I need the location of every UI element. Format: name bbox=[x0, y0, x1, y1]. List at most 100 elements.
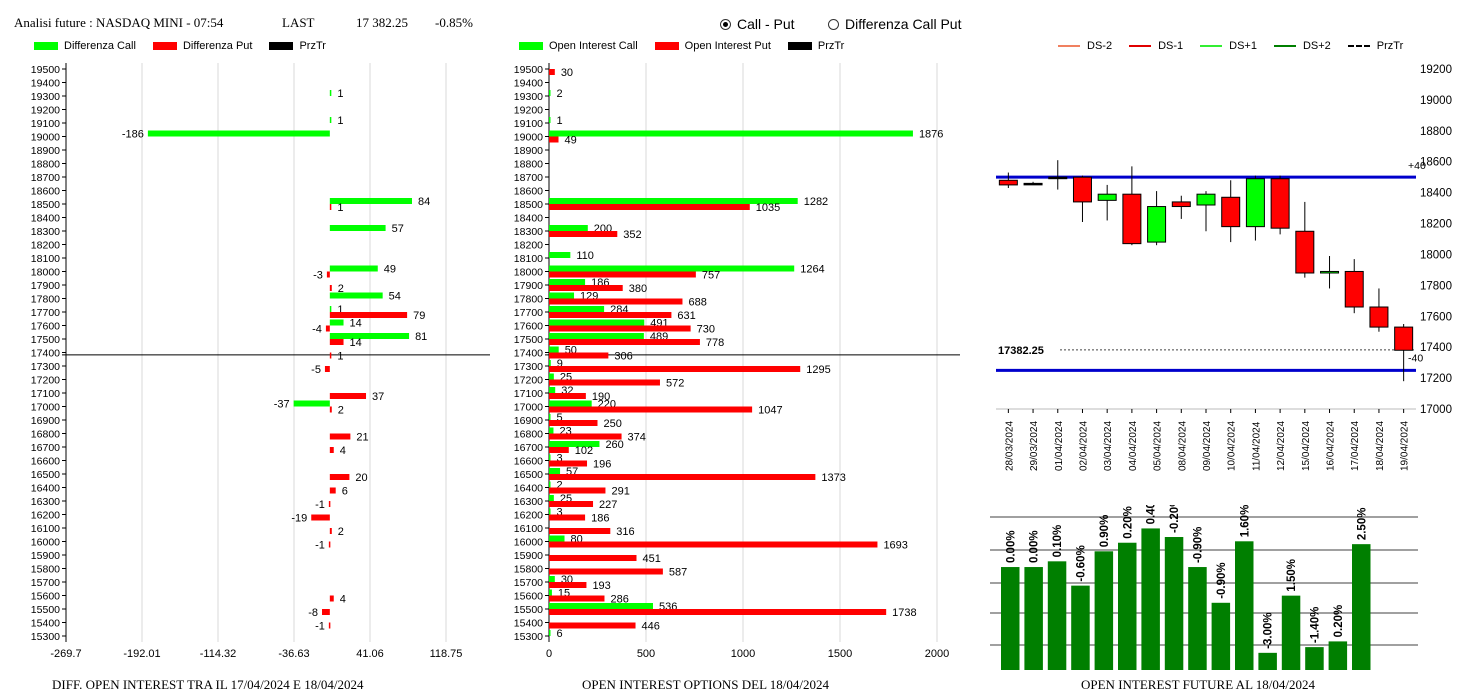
x-tick-label: 0 bbox=[546, 648, 552, 660]
call-bar bbox=[549, 414, 551, 420]
put-value-label: 451 bbox=[642, 553, 660, 565]
put-bar bbox=[549, 474, 816, 480]
put-bar bbox=[329, 528, 332, 534]
change-percent: -0.85% bbox=[435, 15, 473, 30]
y-tick-label: 18200 bbox=[514, 240, 543, 252]
put-bar bbox=[549, 136, 559, 143]
put-bar bbox=[549, 339, 700, 345]
candle-chart: 19200 19000 18800 18600 18400 18200 18000 17800… bbox=[996, 64, 1452, 471]
legend-label: PrzTr bbox=[817, 40, 845, 52]
put-bar bbox=[549, 325, 691, 332]
put-value-label: 778 bbox=[706, 337, 724, 349]
call-bar bbox=[329, 306, 332, 312]
y-tick-label: 17600 bbox=[1420, 311, 1452, 323]
call-value-label: 1 bbox=[337, 88, 343, 100]
call-bar bbox=[293, 400, 330, 407]
call-bar bbox=[549, 468, 561, 474]
call-value-label: 1 bbox=[337, 304, 343, 316]
y-tick-label: 19300 bbox=[31, 91, 60, 103]
future-bar-label: -3.00% bbox=[1263, 612, 1275, 648]
put-bar bbox=[324, 366, 330, 372]
put-bar bbox=[549, 582, 587, 588]
radio-call-put[interactable]: Call - Put bbox=[720, 16, 795, 32]
put-value-label: 316 bbox=[616, 526, 634, 538]
call-bar bbox=[549, 373, 554, 380]
legend-swatch-green bbox=[519, 42, 543, 50]
call-bar bbox=[549, 198, 798, 204]
app-title: Analisi future : NASDAQ MINI - 07:54 bbox=[14, 15, 224, 30]
call-bar bbox=[549, 279, 586, 285]
put-bar bbox=[549, 568, 663, 575]
y-tick-label: 17000 bbox=[514, 402, 543, 414]
y-tick-label: 18000 bbox=[1420, 249, 1452, 261]
y-tick-label: 18800 bbox=[1420, 126, 1452, 138]
call-value-label: 54 bbox=[389, 291, 401, 303]
put-value-label: 572 bbox=[666, 378, 684, 390]
put-bar bbox=[549, 204, 750, 210]
y-tick-label: 18600 bbox=[514, 186, 543, 198]
y-tick-label: 15900 bbox=[31, 550, 60, 562]
last-value: 17 382.25 bbox=[356, 15, 408, 30]
candle-body bbox=[1122, 193, 1142, 245]
y-tick-label: 16200 bbox=[31, 510, 60, 522]
legend-label: Differenza Call bbox=[64, 40, 136, 52]
candle-body bbox=[1097, 193, 1117, 201]
call-bar bbox=[329, 90, 332, 96]
put-bar bbox=[329, 487, 336, 494]
future-bar bbox=[1118, 542, 1137, 670]
y-tick-label: 18100 bbox=[31, 253, 60, 265]
put-value-label: 79 bbox=[413, 310, 425, 322]
legend-swatch-black bbox=[787, 42, 812, 50]
put-bar bbox=[329, 393, 367, 399]
put-value-label: -1 bbox=[315, 540, 325, 552]
put-value-label: 446 bbox=[642, 621, 660, 633]
y-tick-label: 16500 bbox=[31, 469, 60, 481]
future-bar-label: 0.20% bbox=[1122, 506, 1134, 539]
y-tick-label: 15300 bbox=[31, 631, 60, 643]
call-value-label: 57 bbox=[392, 223, 404, 235]
y-tick-label: 18300 bbox=[514, 226, 543, 238]
call-value-label: 14 bbox=[350, 318, 362, 330]
y-tick-label: 17000 bbox=[1420, 404, 1452, 416]
y-tick-label: 17500 bbox=[514, 334, 543, 346]
put-bar bbox=[322, 609, 330, 615]
put-value-label: 587 bbox=[669, 567, 687, 579]
put-value-label: 1693 bbox=[883, 540, 907, 552]
legend-line bbox=[1347, 45, 1370, 47]
put-bar bbox=[328, 622, 331, 629]
future-bar bbox=[1141, 528, 1160, 670]
put-bar bbox=[549, 420, 598, 426]
radio-differenza[interactable]: Differenza Call Put bbox=[828, 16, 961, 32]
future-bar bbox=[1352, 544, 1371, 670]
y-tick-label: 19500 bbox=[31, 64, 60, 76]
y-tick-label: 17600 bbox=[31, 321, 60, 333]
put-value-label: 374 bbox=[628, 432, 646, 444]
future-bar-label: 0.10% bbox=[1052, 525, 1064, 558]
put-bar bbox=[549, 298, 683, 305]
put-value-label: -8 bbox=[308, 607, 318, 619]
future-bar-label: 2.50% bbox=[1356, 508, 1368, 541]
future-bar bbox=[1328, 641, 1348, 670]
y-tick-label: 17400 bbox=[31, 348, 60, 360]
y-tick-label: 15700 bbox=[31, 577, 60, 589]
put-bar bbox=[329, 352, 332, 359]
y-tick-label: 18500 bbox=[514, 199, 543, 211]
x-tick-label: 05/04/2024 bbox=[1153, 421, 1164, 471]
y-tick-label: 19100 bbox=[514, 118, 543, 130]
y-tick-label: 18900 bbox=[514, 145, 543, 157]
y-tick-label: 17400 bbox=[1420, 342, 1452, 354]
call-bar bbox=[549, 481, 551, 488]
x-tick-label: 08/04/2024 bbox=[1177, 421, 1188, 471]
y-tick-label: 16300 bbox=[514, 496, 543, 508]
y-tick-label: 17700 bbox=[31, 307, 60, 319]
call-value-label: 81 bbox=[415, 331, 427, 343]
put-value-label: 6 bbox=[342, 486, 348, 498]
y-tick-label: 18500 bbox=[31, 199, 60, 211]
put-bar bbox=[311, 514, 330, 521]
y-tick-label: 16800 bbox=[514, 429, 543, 441]
y-tick-label: 17200 bbox=[1420, 373, 1452, 385]
call-bar bbox=[329, 333, 410, 339]
y-tick-label: 15800 bbox=[514, 564, 543, 576]
x-tick-label: 1000 bbox=[731, 648, 755, 660]
x-tick-label: 19/04/2024 bbox=[1400, 421, 1411, 471]
